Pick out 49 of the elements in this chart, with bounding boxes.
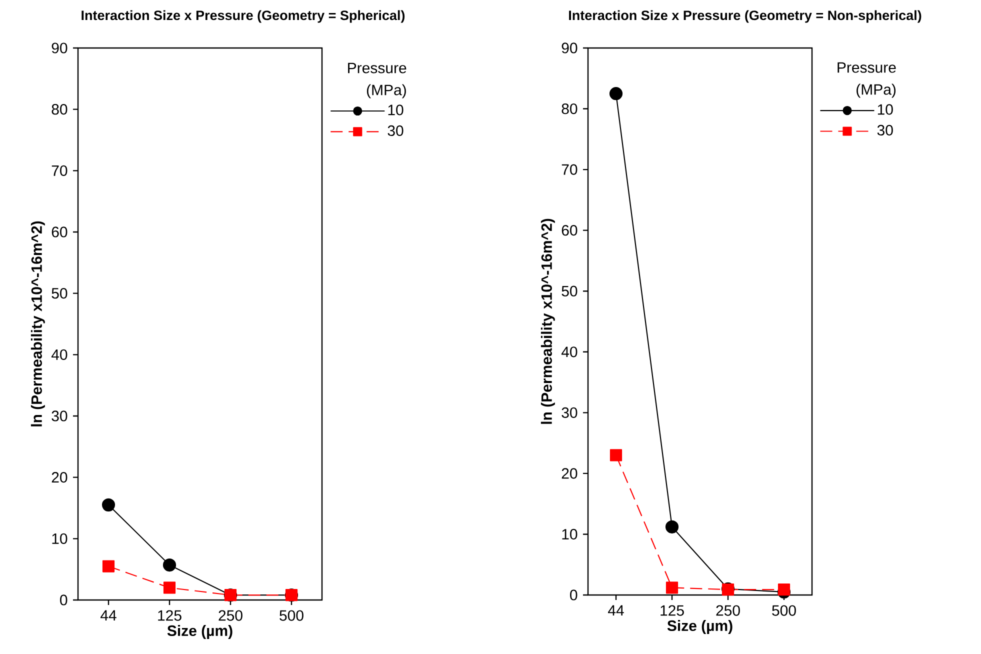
legend-title: Pressure (MPa) xyxy=(348,62,406,98)
legend-title: Pressure (MPa) xyxy=(838,62,896,98)
x-axis-title: Size (µm) xyxy=(167,625,232,640)
x-tick-label: 250 xyxy=(218,610,242,621)
y-tick-label: 30 xyxy=(52,410,68,422)
x-tick-label: 44 xyxy=(100,610,116,621)
y-tick-label: 90 xyxy=(52,42,68,54)
point xyxy=(609,87,623,100)
x-tick-label: 125 xyxy=(158,610,182,621)
point xyxy=(665,520,679,534)
y-tick-label: 50 xyxy=(562,286,578,296)
y-tick-label: 10 xyxy=(562,528,578,540)
point xyxy=(610,449,622,462)
y-tick-label: 60 xyxy=(52,226,68,238)
y-tick-label: 80 xyxy=(562,103,578,114)
y-tick-label: 70 xyxy=(52,165,68,176)
y-tick-label: 50 xyxy=(52,288,68,299)
x-tick-label: 44 xyxy=(608,605,624,616)
legend-label: 30 xyxy=(388,125,404,136)
y-tick-label: 70 xyxy=(562,164,578,175)
y-tick-label: 20 xyxy=(562,468,578,479)
y-tick-label: 40 xyxy=(51,349,68,360)
y-tick-label: 60 xyxy=(562,225,578,236)
point xyxy=(162,558,176,572)
y-axis-title: ln (Permeability x10^-16m^2) xyxy=(30,221,45,426)
y-tick-label: 0 xyxy=(60,594,68,606)
y-tick-label: 40 xyxy=(561,346,578,358)
point xyxy=(102,560,115,572)
point xyxy=(102,498,116,512)
y-tick-label: 80 xyxy=(52,104,68,115)
x-tick-label: 250 xyxy=(716,605,740,616)
y-tick-label: 0 xyxy=(570,590,578,600)
x-tick-label: 500 xyxy=(280,610,304,621)
y-tick-label: 10 xyxy=(52,533,68,544)
legend-label: 10 xyxy=(388,104,404,116)
point xyxy=(666,582,678,594)
x-axis-title: Size (µm) xyxy=(667,620,732,634)
x-tick-label: 125 xyxy=(660,605,684,616)
x-tick-label: 500 xyxy=(772,605,796,616)
point xyxy=(163,582,176,594)
y-tick-label: 30 xyxy=(562,407,578,418)
y-axis-title: ln (Permeability x10^-16m^2) xyxy=(540,218,555,424)
chart-title: Interaction Size x Pressure (Geometry = Non-spherical) xyxy=(569,10,922,23)
y-tick-label: 90 xyxy=(562,42,578,54)
point xyxy=(778,583,790,596)
y-tick-label: 20 xyxy=(52,472,68,483)
legend-label: 30 xyxy=(877,124,893,136)
chart-title: Interaction Size x Pressure (Geometry = Spherical) xyxy=(82,10,405,23)
legend-label: 10 xyxy=(878,104,893,115)
